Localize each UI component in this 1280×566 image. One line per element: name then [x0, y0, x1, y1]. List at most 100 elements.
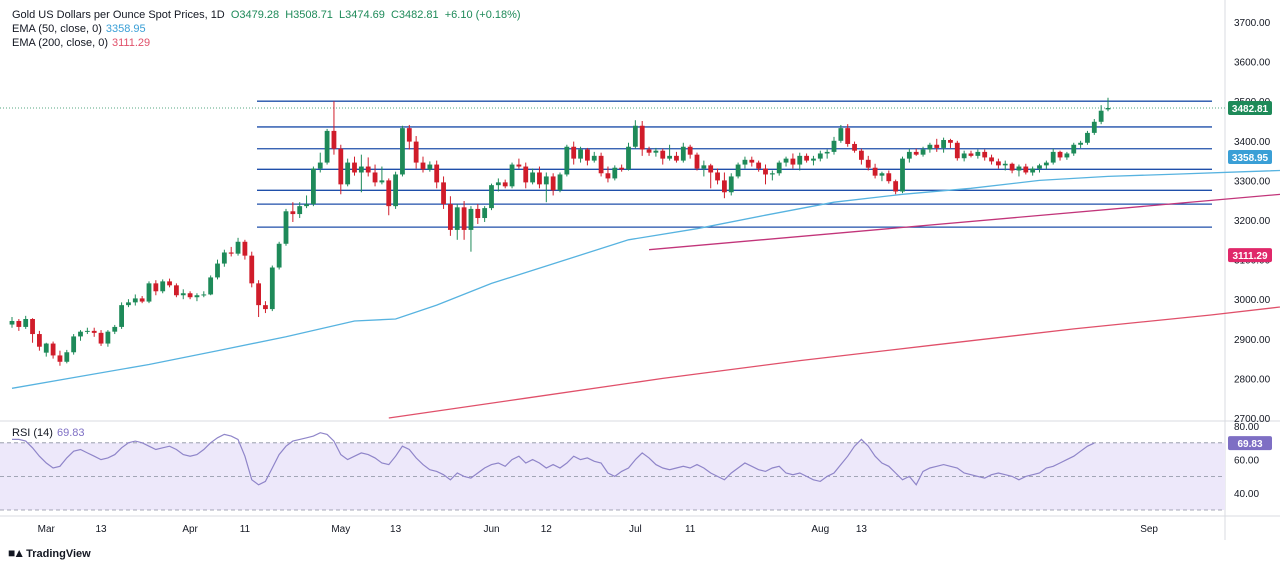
candle-body	[728, 176, 734, 193]
candle-body	[324, 130, 330, 163]
candle-body	[893, 181, 899, 192]
candle-body	[167, 281, 172, 286]
candle-body	[208, 277, 214, 295]
price-tick-label: 3300.00	[1234, 176, 1271, 187]
candle-body	[105, 331, 111, 344]
candle-body	[612, 167, 618, 179]
candle-body	[30, 319, 35, 335]
candle-body	[948, 140, 953, 143]
candle-body	[817, 153, 823, 159]
price-tick-label: 2800.00	[1234, 374, 1271, 385]
close-value: C3482.81	[390, 9, 439, 21]
moving-averages	[11, 169, 1280, 419]
price-tick-label: 3700.00	[1234, 18, 1271, 29]
candle-body	[126, 302, 131, 306]
candle-body	[475, 208, 481, 219]
candle-body	[1091, 121, 1097, 133]
candle-body	[680, 146, 686, 161]
time-tick-label: Sep	[1140, 524, 1158, 535]
candle-body	[160, 281, 166, 292]
candle-body	[338, 148, 344, 185]
candle-body	[221, 252, 227, 264]
symbol-legend: Gold US Dollars per Ounce Spot Prices, 1…	[12, 8, 524, 22]
candle-body	[345, 162, 351, 185]
candle-body	[386, 180, 392, 207]
candle-body	[954, 142, 960, 159]
candle-body	[708, 165, 714, 173]
rsi-value: 69.83	[56, 427, 85, 439]
candle-body	[735, 164, 741, 177]
candle-body	[420, 162, 426, 170]
candle-body	[667, 155, 672, 159]
candle-body	[50, 343, 56, 356]
candle-body	[632, 125, 638, 147]
candle-body	[304, 204, 309, 207]
price-tick-label: 2700.00	[1234, 414, 1271, 425]
candle-body	[660, 150, 666, 159]
candle-body	[968, 153, 974, 156]
candle-body	[180, 293, 186, 296]
rsi-legend[interactable]: RSI (14) 69.83	[12, 426, 85, 440]
horizontal-levels	[0, 100, 1225, 228]
candle-body	[1071, 144, 1077, 154]
candle-body	[174, 285, 179, 296]
candle-body	[201, 294, 207, 296]
candle-body	[742, 159, 748, 165]
candle-body	[139, 298, 145, 302]
candle-body	[71, 336, 77, 353]
candle-body	[43, 343, 49, 353]
tradingview-logo[interactable]: ■▲ TradingView	[8, 546, 91, 560]
candle-body	[441, 182, 446, 205]
candle-body	[1078, 142, 1083, 145]
candle-body	[852, 143, 857, 151]
candle-body	[365, 166, 371, 173]
candle-body	[352, 162, 357, 173]
candle-body	[276, 243, 282, 268]
candle-body	[132, 298, 138, 303]
candle-body	[57, 355, 63, 362]
candle-body	[722, 180, 727, 193]
candlesticks	[9, 97, 1111, 366]
candle-body	[489, 185, 494, 209]
candle-body	[1064, 153, 1070, 158]
candle-body	[543, 176, 549, 185]
candle-body	[749, 159, 755, 163]
candle-body	[900, 158, 905, 192]
time-tick-label: 13	[856, 524, 868, 535]
time-tick-label: May	[331, 524, 350, 535]
candle-body	[701, 165, 707, 169]
candle-body	[626, 146, 631, 170]
rsi-tag-bg	[1228, 436, 1272, 451]
time-tick-label: 13	[390, 524, 402, 535]
candle-body	[687, 146, 693, 155]
open-value: O3479.28	[230, 9, 280, 21]
candle-body	[982, 151, 988, 158]
candle-body	[16, 320, 22, 327]
ema200-tag: 3111.29	[1232, 251, 1267, 262]
candle-body	[838, 128, 844, 141]
price-tags: 3482.81 3358.95 3111.29 69.83	[1228, 101, 1272, 451]
candle-body	[461, 207, 467, 230]
candle-body	[879, 173, 885, 176]
high-value: H3508.71	[285, 9, 333, 21]
ema200-tag-bg	[1228, 248, 1272, 263]
candle-body	[482, 208, 488, 219]
candle-body	[585, 149, 590, 161]
ema200-legend[interactable]: EMA (200, close, 0) 3111.29	[12, 36, 150, 50]
candle-body	[886, 173, 892, 182]
current-price-tag: 3482.81	[1232, 104, 1269, 115]
time-tick-label: Apr	[182, 524, 198, 535]
candle-body	[91, 330, 97, 333]
candle-body	[591, 155, 597, 161]
ema200-line	[388, 306, 1280, 419]
candle-body	[468, 208, 474, 230]
candle-body	[694, 154, 700, 169]
time-tick-label: 13	[95, 524, 107, 535]
candle-body	[502, 182, 508, 187]
time-tick-label: Aug	[811, 524, 829, 535]
candle-body	[269, 267, 275, 310]
candle-body	[37, 334, 42, 347]
ema50-legend[interactable]: EMA (50, close, 0) 3358.95	[12, 22, 146, 36]
rsi-tick-label: 40.00	[1234, 489, 1259, 500]
candle-body	[763, 168, 768, 175]
